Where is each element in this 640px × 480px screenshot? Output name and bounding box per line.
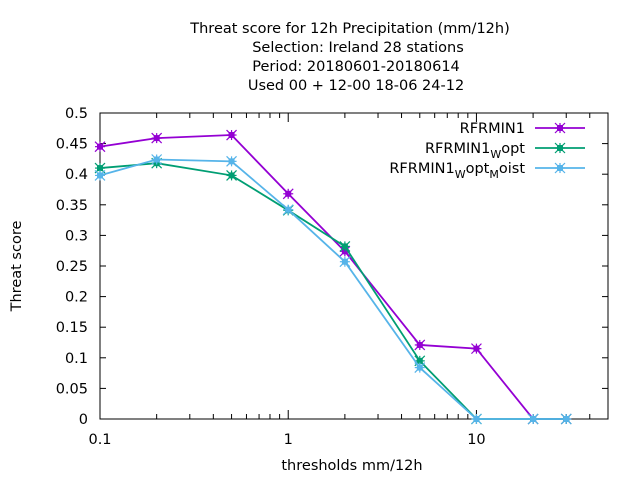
- title-line-3: Period: 20180601-20180614: [252, 59, 460, 75]
- y-tick-label: 0.5: [65, 106, 88, 122]
- data-point: [339, 240, 351, 252]
- y-tick-label: 0.3: [65, 228, 88, 244]
- legend-entry: RFRMIN1WoptMoist: [389, 161, 585, 181]
- y-tick-label: 0.05: [56, 381, 88, 397]
- data-point: [282, 188, 294, 200]
- legend-entry: RFRMIN1Wopt: [425, 141, 585, 161]
- y-tick-label: 0.45: [56, 137, 88, 153]
- y-tick-label: 0.35: [56, 198, 88, 214]
- data-point: [414, 362, 426, 374]
- y-tick-label: 0.1: [65, 351, 88, 367]
- series-3: [94, 154, 572, 425]
- title-line-4: Used 00 + 12-00 18-06 24-12: [248, 78, 464, 94]
- title-line-1: Threat score for 12h Precipitation (mm/1…: [189, 21, 510, 37]
- x-axis-label: thresholds mm/12h: [281, 458, 422, 474]
- data-point: [554, 122, 566, 134]
- data-point: [226, 169, 237, 181]
- data-point: [151, 132, 163, 144]
- y-axis-label: Threat score: [9, 221, 25, 313]
- x-axis-ticks: 0.1 1 10: [88, 113, 609, 448]
- data-point: [554, 162, 566, 174]
- legend-entry: RFRMIN1: [460, 121, 585, 137]
- data-point: [527, 413, 539, 425]
- title-line-2: Selection: Ireland 28 stations: [252, 40, 464, 56]
- y-tick-label: 0.15: [56, 320, 88, 336]
- y-tick-label: 0.4: [65, 167, 88, 183]
- x-tick-label: 10: [467, 432, 485, 448]
- legend-label: RFRMIN1: [460, 121, 525, 137]
- y-axis-ticks: 0 0.05 0.1 0.15 0.2 0.25 0.3 0.35 0.4 0.45 0.5: [56, 106, 608, 428]
- data-point: [151, 154, 163, 165]
- y-tick-label: 0: [79, 412, 88, 428]
- data-point: [471, 343, 482, 355]
- series-layer: [94, 129, 572, 425]
- legend-label: RFRMIN1WoptMoist: [389, 161, 525, 181]
- data-point: [226, 129, 237, 141]
- data-point: [471, 413, 482, 425]
- data-point: [94, 141, 106, 153]
- data-point: [560, 413, 572, 425]
- y-tick-label: 0.2: [65, 290, 88, 306]
- chart-title: Threat score for 12h Precipitation (mm/1…: [189, 21, 510, 94]
- data-point: [554, 142, 566, 154]
- data-point: [282, 204, 294, 216]
- x-tick-label: 0.1: [88, 432, 111, 448]
- data-point: [339, 256, 351, 268]
- y-tick-label: 0.25: [56, 259, 88, 275]
- data-point: [94, 169, 106, 181]
- plot-frame: [99, 112, 609, 420]
- x-tick-label: 1: [284, 432, 293, 448]
- data-point: [414, 339, 426, 351]
- data-point: [226, 155, 237, 167]
- legend-label: RFRMIN1Wopt: [425, 141, 525, 161]
